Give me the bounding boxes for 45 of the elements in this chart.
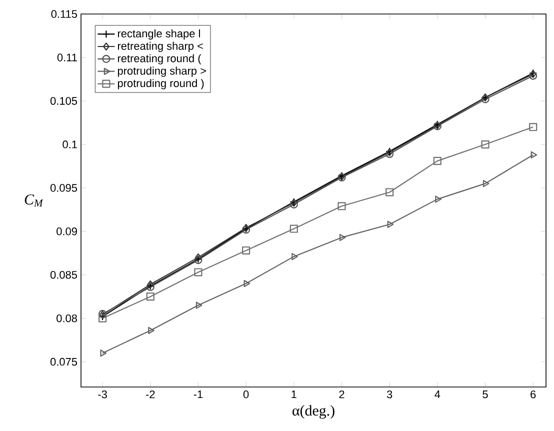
point: [387, 220, 394, 228]
point: [290, 224, 298, 233]
x-tick-label: 6: [530, 390, 536, 398]
legend-label: protruding sharp >: [118, 66, 206, 77]
x-tick-label: 4: [434, 390, 440, 398]
x-tick-label: 0: [243, 390, 249, 398]
y-tick-label: 0.08: [56, 314, 77, 322]
x-tick-label: 5: [482, 390, 488, 398]
point: [100, 350, 107, 357]
legend-label: retreating sharp <: [118, 42, 203, 52]
point: [148, 326, 154, 334]
y-tick-label: 0.095: [50, 184, 78, 192]
point: [244, 280, 250, 288]
x-tick-label: -2: [146, 390, 155, 398]
y-tick-label: 0.105: [50, 97, 78, 105]
y-tick-label: 0.09: [56, 227, 77, 236]
y-tick-label: 0.085: [50, 270, 78, 279]
x-tick-label: 1: [292, 390, 296, 398]
point: [529, 122, 538, 132]
x-tick-label: 2: [339, 390, 344, 398]
point: [196, 302, 202, 309]
point: [194, 268, 202, 276]
y-axis-title: C$_{M}$: [24, 194, 44, 207]
point: [481, 140, 490, 148]
x-tick-label: -1: [194, 390, 203, 398]
y-tick-label: 0.1: [62, 140, 77, 148]
point: [242, 246, 250, 255]
y-tick-label: 0.075: [50, 358, 78, 366]
point: [339, 234, 346, 242]
point: [435, 196, 442, 203]
point: [386, 188, 394, 196]
point: [530, 151, 538, 158]
y-tick-label: 0.11: [57, 54, 77, 62]
point: [338, 202, 346, 210]
y-tick-label: 0.115: [51, 10, 78, 18]
point: [433, 156, 442, 165]
legend-label: protruding round ): [118, 79, 204, 90]
point: [146, 292, 154, 301]
x-tick-label: 3: [386, 390, 392, 398]
x-axis-title: α(deg.): [292, 405, 334, 419]
legend-label: rectangle shape l: [118, 29, 200, 40]
x-tick-label: -3: [98, 390, 107, 398]
legend-label: retreating round (: [118, 54, 202, 64]
point: [292, 253, 298, 260]
point: [482, 180, 490, 188]
